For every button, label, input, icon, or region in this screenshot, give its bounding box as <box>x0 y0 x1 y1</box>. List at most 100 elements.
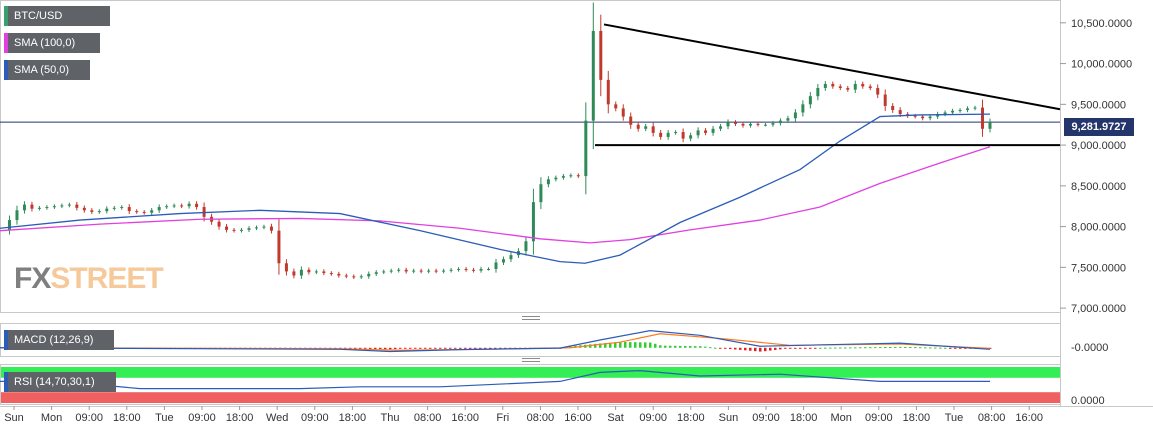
candle-body <box>591 30 595 121</box>
macd-histogram-bar <box>694 346 697 348</box>
candle-body <box>494 262 498 269</box>
candle-body <box>337 273 341 276</box>
candle-body <box>689 135 693 139</box>
sma50-legend[interactable]: SMA (50,0) <box>4 60 90 80</box>
macd-histogram-bar <box>604 343 607 348</box>
resize-handle-rsi[interactable] <box>522 358 540 362</box>
x-tick-label: 18:00 <box>339 412 367 424</box>
macd-histogram-bar <box>934 347 937 349</box>
macd-histogram-bar <box>644 342 647 348</box>
macd-histogram-bar <box>474 347 477 349</box>
sma100-legend[interactable]: SMA (100,0) <box>4 33 100 53</box>
candle-body <box>666 132 670 137</box>
macd-histogram-bar <box>794 347 797 349</box>
candle-body <box>793 112 797 119</box>
x-tick-label: 09:00 <box>75 412 103 424</box>
macd-histogram-bar <box>379 347 382 350</box>
macd-histogram-bar <box>634 342 637 348</box>
macd-histogram-bar <box>744 347 747 351</box>
macd-histogram-bar <box>369 347 372 349</box>
macd-histogram-bar <box>779 347 782 350</box>
candle-body <box>217 221 221 227</box>
candle-body <box>831 83 835 87</box>
candle-body <box>943 112 947 115</box>
macd-histogram-bar <box>594 343 597 348</box>
macd-panel-frame <box>0 323 1061 357</box>
candle-body <box>853 83 857 90</box>
candle-body <box>247 228 251 230</box>
x-tick-label: 18:00 <box>226 412 254 424</box>
x-tick-label: Mon <box>41 412 62 424</box>
candle-body <box>801 104 805 113</box>
candle-body <box>127 207 131 212</box>
candle-body <box>539 184 543 203</box>
macd-histogram-bar <box>599 343 602 348</box>
candle-body <box>120 207 124 209</box>
candle-body <box>150 210 154 213</box>
candle-body <box>67 204 71 206</box>
rsi-overbought-band <box>1 367 1060 378</box>
y-tick-label: 10,500.0000 <box>1071 18 1132 30</box>
macd-histogram-bar <box>714 347 717 349</box>
macd-histogram-bar <box>484 347 487 349</box>
candle-body <box>195 203 199 208</box>
candle-body <box>60 205 64 207</box>
x-tick-label: 16:00 <box>564 412 592 424</box>
candle-body <box>554 177 558 180</box>
x-tick-label: 08:00 <box>414 412 442 424</box>
macd-histogram-bar <box>394 347 397 350</box>
rsi-oversold-band <box>1 392 1060 403</box>
macd-histogram-bar <box>754 347 757 352</box>
candle-body <box>254 227 258 229</box>
macd-histogram-bar <box>929 347 932 349</box>
macd-histogram-bar <box>719 347 722 349</box>
candle-body <box>135 211 139 213</box>
candle-body <box>898 110 902 115</box>
rsi-legend[interactable]: RSI (14,70,30,1) <box>4 372 116 392</box>
candle-body <box>741 123 745 126</box>
candle-body <box>367 273 371 277</box>
candle-body <box>726 122 730 127</box>
x-tick-label: 18:00 <box>677 412 705 424</box>
macd-histogram-bar <box>364 347 367 349</box>
rsi-label: RSI (14,70,30,1) <box>14 376 95 388</box>
macd-histogram-bar <box>939 347 942 349</box>
x-tick-label: 09:00 <box>752 412 780 424</box>
macd-histogram-bar <box>854 347 857 349</box>
macd-histogram-bar <box>824 347 827 349</box>
macd-histogram-bar <box>614 342 617 348</box>
candle-body <box>629 116 633 125</box>
x-tick-label: 09:00 <box>865 412 893 424</box>
candle-body <box>531 202 535 242</box>
candle-body <box>606 79 610 105</box>
macd-histogram-bar <box>489 347 492 349</box>
y-tick-label: 7,000.0000 <box>1071 303 1126 315</box>
candle-body <box>112 207 116 209</box>
macd-histogram-bar <box>454 347 457 349</box>
symbol-legend[interactable]: BTC/USD <box>4 6 110 26</box>
candle-body <box>90 210 94 212</box>
macd-histogram-bar <box>784 347 787 349</box>
candle-body <box>763 124 767 126</box>
candle-body <box>928 116 932 119</box>
macd-histogram-bar <box>764 347 767 352</box>
sma100-line <box>0 146 991 244</box>
macd-legend[interactable]: MACD (12,26,9) <box>4 330 114 350</box>
x-tick-label: 08:00 <box>527 412 555 424</box>
macd-histogram-bar <box>619 341 622 348</box>
candle-body <box>157 207 161 211</box>
candle-body <box>951 110 955 113</box>
candle-body <box>883 94 887 106</box>
macd-histogram-bar <box>469 347 472 349</box>
x-tick-label: Thu <box>381 412 400 424</box>
x-tick-label: Tue <box>945 412 964 424</box>
macd-swatch <box>4 330 8 350</box>
candle-body <box>359 276 363 278</box>
macd-value-label: -0.0000 <box>1071 342 1108 354</box>
candle-body <box>546 179 550 185</box>
candle-body <box>748 123 752 126</box>
y-tick-label: 9,500.0000 <box>1071 99 1126 111</box>
resize-handle-macd[interactable] <box>522 316 540 320</box>
candle-body <box>22 204 26 211</box>
